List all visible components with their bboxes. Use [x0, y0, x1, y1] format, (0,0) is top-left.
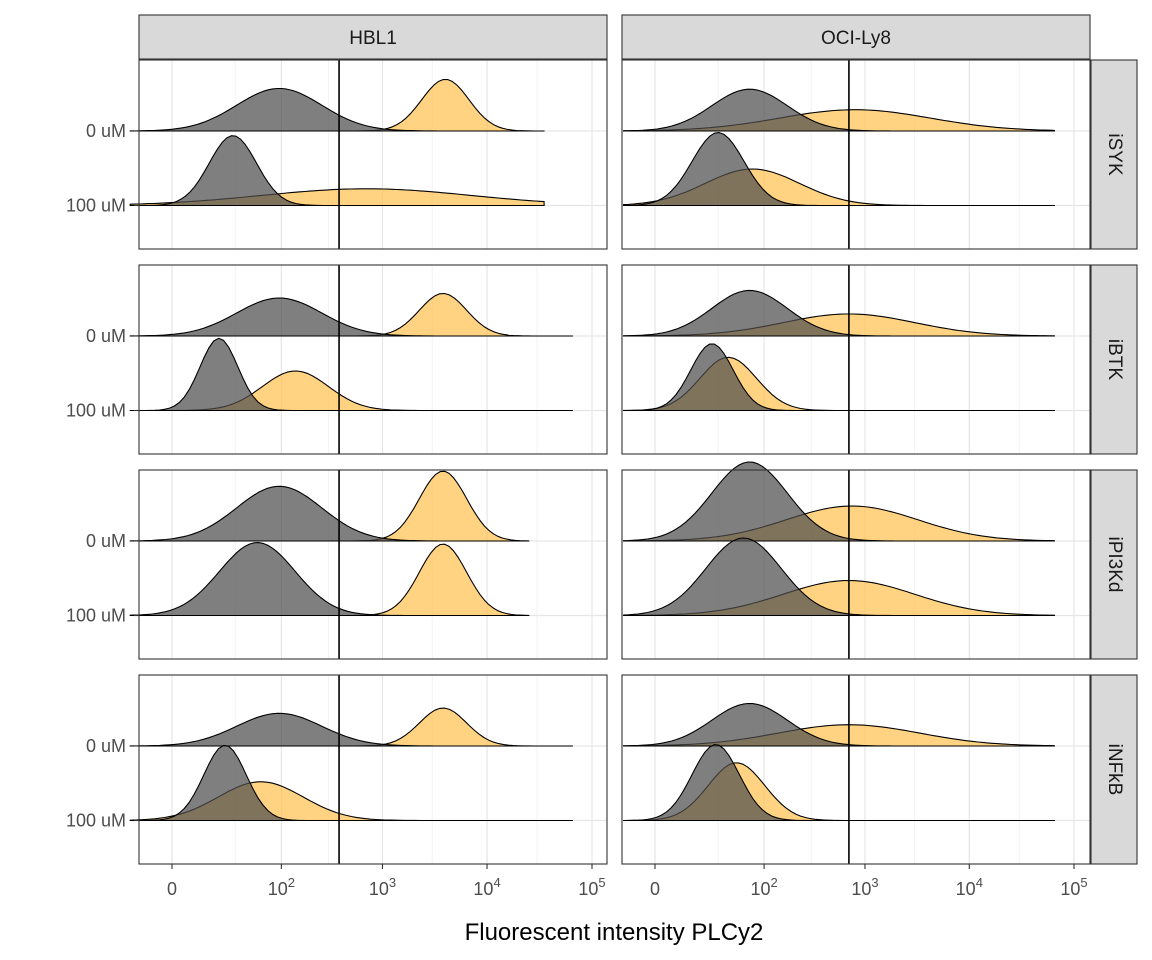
- row-strip-label: iSYK: [1104, 133, 1125, 176]
- ridge-100-um: [622, 537, 1055, 617]
- y-tick-label: 0 uM: [86, 531, 126, 551]
- panel-background: [622, 265, 1090, 454]
- panel-border: [621, 264, 1091, 455]
- density-unstimulated: [129, 485, 530, 542]
- y-tick-label: 100 uM: [66, 811, 126, 831]
- panel-hbl1-isyk: 0 uM 100 uM: [66, 59, 608, 250]
- x-tick-label: 0: [167, 879, 177, 899]
- ridge-0-um: [129, 470, 530, 542]
- panel-border: [138, 469, 608, 660]
- row-strip-infkb: iNFkB: [1090, 674, 1138, 865]
- ridge-0-um: [622, 461, 1055, 542]
- x-tick-label: 103: [851, 875, 878, 899]
- ridge-100-um: [622, 132, 1055, 207]
- panel-border: [621, 59, 1091, 250]
- strip-background: [1090, 264, 1138, 455]
- y-tick-label: 100 uM: [66, 196, 126, 216]
- density-unstimulated: [622, 132, 1055, 207]
- column-strip-label: HBL1: [349, 28, 397, 49]
- panel-oci-ly8-ibtk: [621, 264, 1091, 455]
- ridge-0-um: [622, 88, 1055, 132]
- panel-border: [138, 59, 608, 250]
- ridge-0-um: [129, 292, 573, 337]
- ridge-0-um: [129, 707, 573, 747]
- panel-hbl1-ipi3kd: 0 uM 100 uM: [66, 469, 608, 660]
- panel-background: [139, 470, 607, 659]
- x-axis-title: Fluorescent intensity PLCy2: [465, 919, 764, 946]
- x-tick-label: 105: [1060, 875, 1087, 899]
- panel-oci-ly8-infkb: 0 102 103 104 105: [621, 674, 1091, 899]
- row-strip-ipi3kd: iPI3Kd: [1090, 469, 1138, 660]
- ridge-100-um: [622, 343, 1055, 412]
- density-unstimulated: [622, 343, 1055, 412]
- panel-oci-ly8-isyk: [621, 59, 1091, 250]
- x-tick-label: 102: [268, 875, 295, 899]
- x-tick-label: 0: [650, 879, 660, 899]
- density-unstimulated: [622, 88, 1055, 132]
- y-tick-label: 100 uM: [66, 401, 126, 421]
- density-unstimulated: [129, 744, 573, 822]
- density-unstimulated: [129, 87, 545, 132]
- strip-background: [1090, 469, 1138, 660]
- panel-border: [621, 469, 1091, 660]
- density-unstimulated: [129, 712, 573, 747]
- x-tick-label: 104: [473, 875, 500, 899]
- ridge-100-um: [622, 744, 1055, 822]
- density-unstimulated: [129, 297, 573, 337]
- y-tick-label: 100 uM: [66, 606, 126, 626]
- panel-background: [622, 470, 1090, 659]
- row-strip-label: iPI3Kd: [1104, 537, 1125, 593]
- x-tick-label: 105: [578, 875, 605, 899]
- y-tick-label: 0 uM: [86, 121, 126, 141]
- panel-border: [138, 264, 608, 455]
- column-strip-hbl1: HBL1: [138, 14, 608, 60]
- panel-background: [622, 675, 1090, 864]
- row-strip-label: iNFkB: [1104, 744, 1125, 796]
- ridge-100-um: [129, 542, 530, 617]
- panel-oci-ly8-ipi3kd: [621, 461, 1091, 660]
- axes-layer: HBL1 OCI-Ly8 iSYK iBTK iPI3Kd iNFkB: [138, 14, 1138, 865]
- density-unstimulated: [129, 337, 573, 412]
- row-strip-label: iBTK: [1104, 339, 1125, 381]
- ridge-100-um: [129, 744, 573, 822]
- density-unstimulated: [622, 702, 1055, 747]
- density-unstimulated: [622, 744, 1055, 822]
- column-strip-label: OCI-Ly8: [821, 28, 891, 49]
- ridge-0-um: [622, 702, 1055, 747]
- panels-layer: 0 uM 100 uM 0 uM 100 uM 0 uM 100 uM 0 uM 100 uM…: [66, 59, 1091, 899]
- x-tick-label: 102: [750, 875, 777, 899]
- ridge-0-um: [622, 289, 1055, 337]
- panel-hbl1-ibtk: 0 uM 100 uM: [66, 264, 608, 455]
- panel-border: [138, 674, 608, 865]
- density-unstimulated: [622, 461, 1055, 542]
- row-strip-ibtk: iBTK: [1090, 264, 1138, 455]
- y-tick-label: 0 uM: [86, 326, 126, 346]
- strip-background: [138, 14, 608, 60]
- density-unstimulated: [129, 542, 530, 617]
- panel-hbl1-infkb: 0 uM 100 uM 0 102 103 104 105: [66, 674, 608, 899]
- x-tick-label: 104: [956, 875, 983, 899]
- ridge-100-um: [129, 337, 573, 412]
- column-strip-oci-ly8: OCI-Ly8: [621, 14, 1091, 60]
- strip-background: [1090, 59, 1138, 250]
- y-tick-label: 0 uM: [86, 736, 126, 756]
- density-unstimulated: [622, 537, 1055, 617]
- strip-background: [1090, 674, 1138, 865]
- panel-background: [622, 60, 1090, 249]
- strip-background: [621, 14, 1091, 60]
- panel-border: [621, 674, 1091, 865]
- density-unstimulated: [622, 289, 1055, 337]
- row-strip-isyk: iSYK: [1090, 59, 1138, 250]
- x-tick-label: 103: [369, 875, 396, 899]
